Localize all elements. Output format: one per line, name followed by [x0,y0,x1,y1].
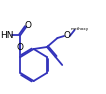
Text: O: O [17,42,24,52]
Text: O: O [63,31,70,41]
Text: HN: HN [0,30,14,39]
Text: O: O [25,20,32,30]
Text: methoxy: methoxy [70,27,89,31]
